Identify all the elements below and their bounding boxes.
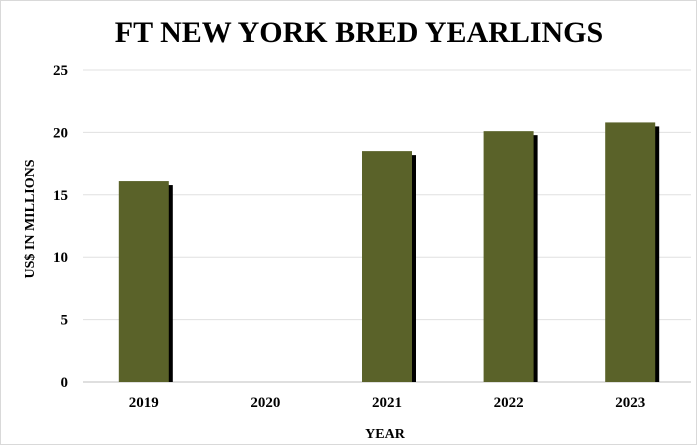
x-axis-label: YEAR: [365, 427, 406, 442]
x-tick-label: 2020: [250, 395, 280, 411]
bar-2019: [118, 181, 169, 382]
y-tick-label: 20: [53, 125, 68, 141]
bar-2023: [605, 122, 656, 382]
y-axis-label: US$ IN MILLIONS: [23, 159, 38, 278]
x-tick-label: 2022: [494, 395, 524, 411]
chart-title: FT NEW YORK BRED YEARLINGS: [115, 16, 603, 49]
y-tick-label: 10: [53, 250, 68, 266]
bars: [118, 122, 660, 382]
y-tick-labels: 0 5 10 15 20 25: [53, 63, 68, 391]
y-tick-label: 15: [53, 188, 68, 204]
x-tick-label: 2019: [129, 395, 159, 411]
x-tick-labels: 2019 2020 2021 2022 2023: [129, 395, 645, 411]
x-tick-label: 2021: [372, 395, 402, 411]
y-tick-label: 25: [53, 63, 68, 79]
bar-2022: [483, 131, 534, 382]
bar-2021: [362, 151, 412, 382]
x-tick-label: 2023: [615, 395, 645, 411]
y-tick-label: 0: [61, 375, 69, 391]
y-tick-label: 5: [61, 313, 69, 329]
